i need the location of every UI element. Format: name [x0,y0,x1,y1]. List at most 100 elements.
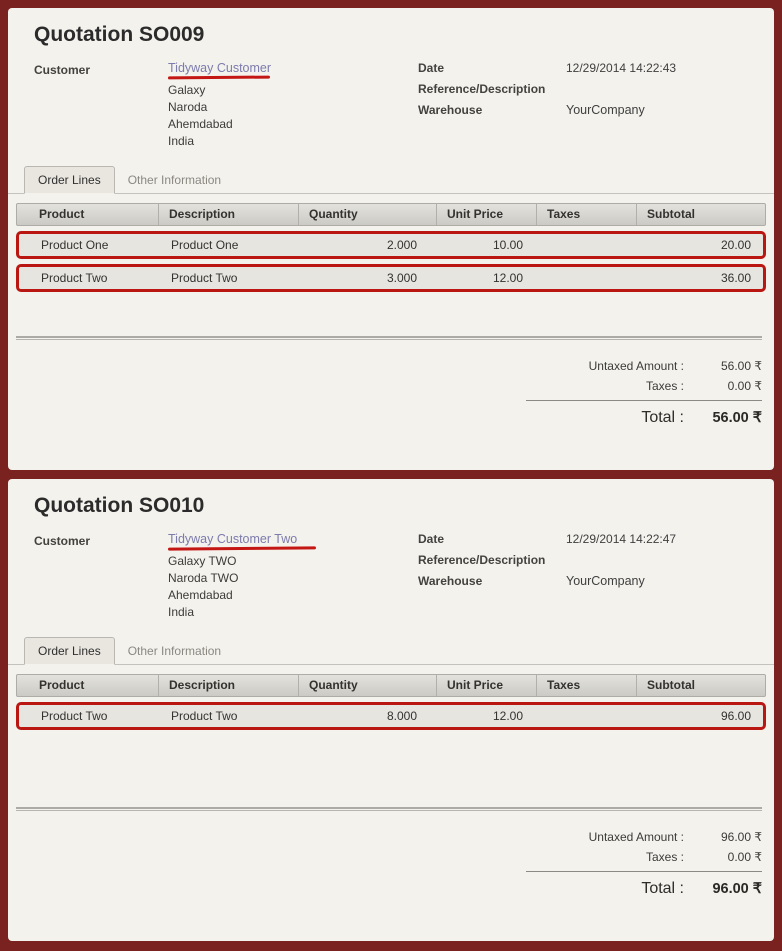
total-value: 96.00 ₹ [712,881,762,897]
cell-product: Product Two [41,271,108,285]
untaxed-amount-row: Untaxed Amount : 56.00 ₹ [526,356,762,376]
reference-label: Reference/Description [418,82,546,96]
customer-address-line: Galaxy [168,83,206,97]
cell-subtotal: 36.00 [720,271,751,285]
order-lines-list: Product Description Quantity Unit Price … [8,665,774,730]
customer-address-line: Ahemdabad [168,588,233,602]
customer-address-line: India [168,605,195,619]
customer-label: Customer [34,534,91,548]
warehouse-row: Warehouse YourCompany [418,574,748,589]
list-header-row: Product Description Quantity Unit Price … [16,674,766,697]
column-header-subtotal: Subtotal [647,207,695,221]
customer-link[interactable]: Tidyway Customer [168,61,272,75]
column-header-subtotal: Subtotal [647,678,695,692]
total-label: Total : [641,409,684,426]
column-header-product: Product [17,675,159,696]
column-header-quantity: Quantity [299,204,437,225]
date-label: Date [418,61,445,75]
table-row[interactable]: Product Two Product Two 8.000 12.00 96.0… [16,702,766,730]
order-meta-section: Date 12/29/2014 14:22:47 Reference/Descr… [406,532,748,621]
date-label: Date [418,532,445,546]
reference-row: Reference/Description [418,553,748,568]
cell-subtotal: 20.00 [720,238,751,252]
taxes-value: 0.00 ₹ [727,850,762,864]
cell-product: Product Two [41,709,108,723]
warehouse-label: Warehouse [418,103,483,117]
totals-block: Untaxed Amount : 96.00 ₹ Taxes : 0.00 ₹ … [526,827,762,901]
cell-unit-price: 12.00 [492,709,523,723]
annotation-underline [167,75,271,80]
untaxed-amount-row: Untaxed Amount : 96.00 ₹ [526,827,762,847]
total-value: 56.00 ₹ [712,410,762,426]
customer-link[interactable]: Tidyway Customer Two [168,532,298,546]
cell-subtotal: 96.00 [720,709,751,723]
tab-order-lines[interactable]: Order Lines [24,637,115,665]
untaxed-amount-value: 56.00 ₹ [721,359,762,373]
date-value: 12/29/2014 14:22:43 [566,61,677,75]
taxes-label: Taxes : [645,379,684,393]
cell-product: Product One [41,238,109,252]
cell-quantity: 8.000 [386,709,417,723]
column-header-taxes: Taxes [537,204,637,225]
column-header-description: Description [159,675,299,696]
date-row: Date 12/29/2014 14:22:47 [418,532,748,547]
notebook-tabbar: Order Lines Other Information [8,637,774,665]
page-title: Quotation SO010 [34,494,205,517]
column-header-unit-price: Unit Price [437,204,537,225]
cell-description: Product One [171,238,239,252]
annotation-underline [167,546,317,551]
totals-section: Untaxed Amount : 96.00 ₹ Taxes : 0.00 ₹ … [8,807,774,901]
untaxed-amount-label: Untaxed Amount : [588,359,684,373]
tab-other-information[interactable]: Other Information [127,173,222,187]
customer-address-line: India [168,134,195,148]
column-header-unit-price: Unit Price [437,675,537,696]
table-row[interactable]: Product Two Product Two 3.000 12.00 36.0… [16,264,766,292]
cell-quantity: 2.000 [386,238,417,252]
untaxed-amount-value: 96.00 ₹ [721,830,762,844]
quotation-info-section: Customer Tidyway Customer Two Galaxy TWO… [8,526,774,621]
notebook-tabbar: Order Lines Other Information [8,166,774,194]
warehouse-label: Warehouse [418,574,483,588]
cell-taxes [539,274,639,282]
totals-section: Untaxed Amount : 56.00 ₹ Taxes : 0.00 ₹ … [8,336,774,430]
cell-taxes [539,241,639,249]
cell-description: Product Two [171,271,238,285]
total-label: Total : [641,880,684,897]
column-header-description: Description [159,204,299,225]
tab-order-lines[interactable]: Order Lines [24,166,115,194]
tab-other-information[interactable]: Other Information [127,644,222,658]
table-row[interactable]: Product One Product One 2.000 10.00 20.0… [16,231,766,259]
warehouse-row: Warehouse YourCompany [418,103,748,118]
order-meta-section: Date 12/29/2014 14:22:43 Reference/Descr… [406,61,748,150]
warehouse-link[interactable]: YourCompany [566,574,645,588]
total-row: Total : 96.00 ₹ [526,871,762,901]
taxes-row: Taxes : 0.00 ₹ [526,376,762,396]
date-value: 12/29/2014 14:22:47 [566,532,677,546]
cell-unit-price: 10.00 [492,238,523,252]
customer-address-line: Galaxy TWO [168,554,237,568]
totals-block: Untaxed Amount : 56.00 ₹ Taxes : 0.00 ₹ … [526,356,762,430]
warehouse-link[interactable]: YourCompany [566,103,645,117]
order-lines-list: Product Description Quantity Unit Price … [8,194,774,292]
total-row: Total : 56.00 ₹ [526,400,762,430]
cell-taxes [539,712,639,720]
customer-address-line: Ahemdabad [168,117,233,131]
customer-label: Customer [34,63,91,77]
customer-section: Customer Tidyway Customer Galaxy Naroda … [34,61,406,150]
customer-block: Tidyway Customer Galaxy Naroda Ahemdabad… [167,61,272,150]
customer-block: Tidyway Customer Two Galaxy TWO Naroda T… [167,532,317,621]
customer-section: Customer Tidyway Customer Two Galaxy TWO… [34,532,406,621]
separator [16,807,762,811]
column-header-product: Product [17,204,159,225]
separator [16,336,762,340]
customer-address-line: Naroda [168,100,208,114]
taxes-value: 0.00 ₹ [727,379,762,393]
column-header-taxes: Taxes [537,675,637,696]
quotation-info-section: Customer Tidyway Customer Galaxy Naroda … [8,55,774,150]
quotation-panel-so010: Quotation SO010 Customer Tidyway Custome… [8,479,774,941]
customer-address-line: Naroda TWO [168,571,239,585]
untaxed-amount-label: Untaxed Amount : [588,830,684,844]
cell-description: Product Two [171,709,238,723]
page-title: Quotation SO009 [34,23,205,46]
taxes-label: Taxes : [645,850,684,864]
